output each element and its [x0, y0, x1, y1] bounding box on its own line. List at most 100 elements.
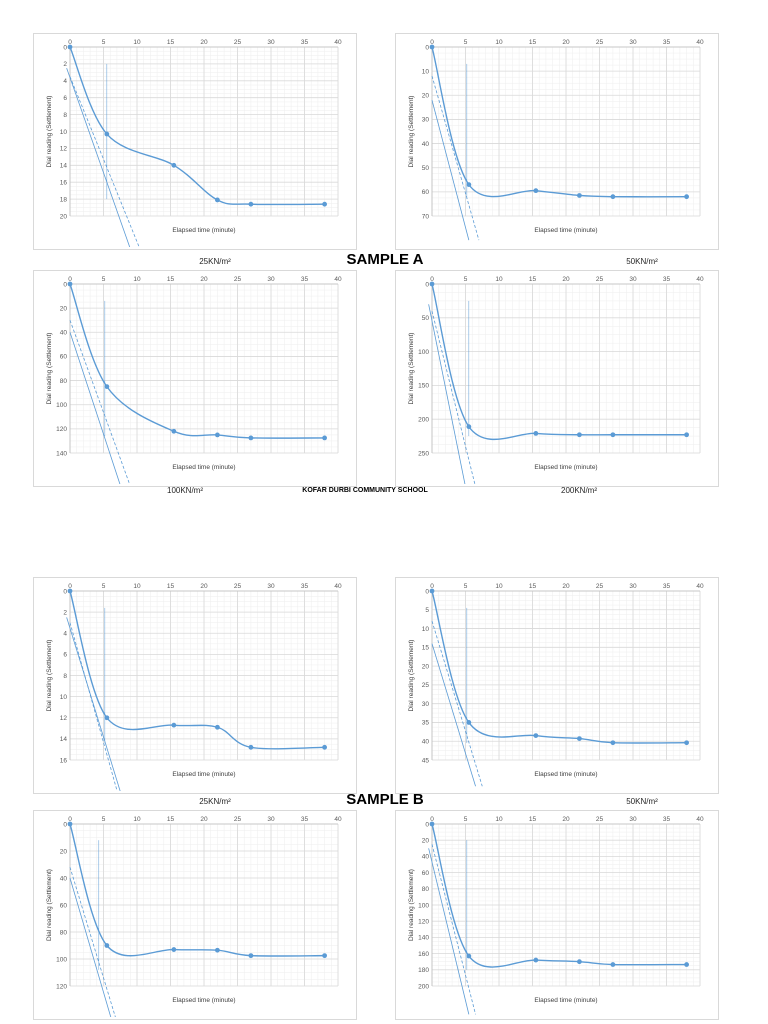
data-point — [533, 957, 539, 963]
x-tick-label: 35 — [301, 276, 309, 283]
data-point — [429, 588, 435, 594]
y-tick-label: 6 — [63, 95, 67, 102]
x-tick-label: 15 — [529, 39, 537, 46]
y-tick-label: 80 — [422, 886, 430, 893]
x-tick-label: 10 — [133, 583, 141, 590]
tangent-line — [66, 67, 131, 247]
data-point — [577, 959, 582, 965]
y-tick-label: 25 — [422, 682, 430, 689]
y-axis-title: Dial reading (Settlement) — [408, 640, 415, 712]
x-tick-label: 10 — [495, 816, 503, 823]
y-tick-label: 40 — [60, 875, 68, 882]
data-point — [322, 201, 327, 207]
x-tick-label: 15 — [529, 816, 537, 823]
data-point — [466, 182, 472, 188]
y-tick-label: 80 — [60, 378, 68, 385]
data-point — [684, 740, 689, 746]
x-tick-label: 5 — [464, 276, 468, 283]
x-tick-label: 10 — [495, 276, 503, 283]
y-tick-label: 80 — [60, 929, 68, 936]
y-axis-title: Dial reading (Settlement) — [46, 96, 53, 168]
y-tick-label: 100 — [418, 902, 429, 909]
y-tick-label: 18 — [60, 196, 68, 203]
y-tick-label: 120 — [418, 919, 429, 926]
x-axis-title: Elapsed time (minute) — [534, 464, 597, 471]
chart-caption: 100KN/m² — [166, 486, 204, 495]
data-point — [248, 953, 254, 959]
data-point — [466, 953, 472, 959]
chart-panel-a-100: 0 5 10 15 20 25 30 35 40 0 20 40 60 80 100 120 140 Elapse… — [33, 270, 357, 487]
y-tick-label: 6 — [63, 652, 67, 659]
y-tick-label: 4 — [63, 631, 67, 638]
data-point — [248, 435, 254, 441]
x-tick-label: 0 — [430, 39, 434, 46]
x-tick-label: 5 — [102, 276, 106, 283]
x-tick-label: 25 — [234, 39, 242, 46]
x-axis-title: Elapsed time (minute) — [172, 227, 235, 234]
y-axis-title: Dial reading (Settlement) — [408, 96, 415, 168]
data-point — [610, 432, 616, 438]
x-tick-label: 20 — [200, 276, 208, 283]
x-tick-label: 10 — [495, 39, 503, 46]
tangent-line — [428, 304, 466, 484]
chart-caption: 25KN/m² — [199, 257, 231, 266]
y-tick-label: 14 — [60, 163, 68, 170]
y-tick-label: 0 — [63, 281, 67, 288]
x-axis-title: Elapsed time (minute) — [534, 997, 597, 1004]
y-tick-label: 50 — [422, 165, 430, 172]
chart-svg: 0 5 10 15 20 25 30 35 40 0 20 40 60 80 100 120 140 160 180… — [408, 816, 704, 1015]
x-tick-label: 0 — [430, 276, 434, 283]
x-tick-label: 30 — [629, 276, 637, 283]
y-tick-label: 0 — [63, 821, 67, 828]
data-point — [533, 188, 539, 194]
data-point — [322, 953, 327, 959]
y-tick-label: 14 — [60, 736, 68, 743]
y-tick-label: 150 — [418, 383, 429, 390]
x-tick-label: 20 — [200, 816, 208, 823]
data-point — [684, 432, 689, 438]
chart-svg: 0 5 10 15 20 25 30 35 40 0 2 4 6 8 10 12 14 16 Elapsed tim… — [46, 583, 342, 791]
y-tick-label: 160 — [418, 951, 429, 958]
y-tick-label: 0 — [63, 44, 67, 51]
y-tick-label: 45 — [422, 757, 430, 764]
data-point — [104, 131, 110, 137]
data-point — [104, 943, 110, 948]
y-tick-label: 20 — [422, 838, 430, 845]
x-tick-label: 5 — [464, 39, 468, 46]
series-line — [69, 823, 325, 957]
y-tick-label: 200 — [418, 983, 429, 990]
x-tick-label: 30 — [267, 39, 275, 46]
data-point — [577, 736, 582, 741]
y-tick-label: 40 — [60, 330, 68, 337]
x-tick-label: 0 — [68, 39, 72, 46]
x-tick-label: 15 — [529, 583, 537, 590]
y-tick-label: 30 — [422, 701, 430, 708]
data-point — [67, 44, 73, 50]
y-tick-label: 60 — [422, 870, 430, 877]
x-tick-label: 25 — [596, 276, 604, 283]
data-point — [171, 428, 177, 434]
tangent-line — [69, 76, 140, 247]
x-tick-label: 0 — [430, 816, 434, 823]
tangent-line — [69, 867, 116, 1017]
data-point — [248, 744, 254, 750]
x-tick-label: 5 — [102, 816, 106, 823]
x-tick-label: 20 — [200, 583, 208, 590]
x-tick-label: 5 — [464, 816, 468, 823]
x-tick-label: 15 — [167, 816, 175, 823]
x-tick-label: 5 — [102, 39, 106, 46]
tangent-line — [428, 848, 470, 1015]
y-tick-label: 30 — [422, 117, 430, 124]
data-point — [215, 197, 220, 203]
y-tick-label: 0 — [425, 281, 429, 288]
y-tick-label: 10 — [60, 129, 68, 136]
y-tick-label: 60 — [60, 902, 68, 909]
tangent-line — [69, 877, 112, 1017]
tangent-line — [431, 844, 476, 1015]
x-tick-label: 35 — [301, 816, 309, 823]
data-point — [429, 44, 435, 50]
x-tick-label: 35 — [301, 583, 309, 590]
x-tick-label: 5 — [464, 583, 468, 590]
chart-svg: 0 5 10 15 20 25 30 35 40 0 20 40 60 80 100 120 140 Elapse… — [46, 276, 342, 484]
y-tick-label: 35 — [422, 720, 430, 727]
